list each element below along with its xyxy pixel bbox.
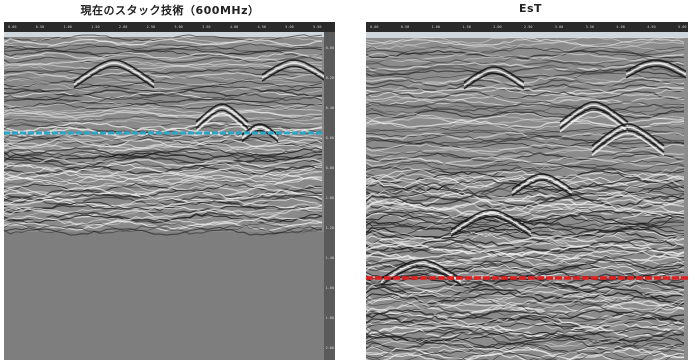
ruler-tick-label: 5.00 — [678, 25, 687, 29]
hyperbola-reflection — [261, 59, 324, 82]
right-panel-title: EsT — [518, 2, 543, 15]
ruler-tick-label: 3.00 — [174, 25, 183, 29]
hyperbola-reflection — [511, 173, 573, 197]
ruler-tick-label: 0.50 — [35, 25, 45, 29]
depth-tick-label: 1.40 — [325, 256, 334, 260]
hyperbola-reflection — [195, 103, 249, 133]
depth-scale: 0.00 0.20 0.40 0.60 0.80 1.00 1.20 1.40 1.60 1.80… — [324, 32, 335, 360]
depth-tick-label: 0.00 — [325, 46, 334, 50]
depth-tick-label: 0.20 — [325, 76, 334, 80]
hyperbola-reflection — [73, 59, 155, 89]
hyperbola-reflection — [591, 123, 665, 156]
ruler-tick-label: 1.50 — [462, 25, 471, 29]
ruler-tick-label: 4.50 — [647, 25, 656, 29]
depth-tick-label: 1.80 — [325, 316, 334, 320]
depth-tick-label: 2.00 — [325, 346, 334, 350]
left-panel-title: 現在のスタック技術（600MHz） — [80, 4, 260, 17]
radargram-left: 0.00 0.50 1.00 1.50 2.00 2.50 3.00 3.50 4.00 4.50… — [4, 22, 335, 360]
ruler-tick-label: 0.50 — [400, 25, 410, 29]
ruler-tick-label: 1.00 — [63, 25, 72, 29]
faded-region — [4, 232, 324, 360]
ruler-tick-label: 0.00 — [8, 25, 17, 29]
noise-texture — [366, 165, 685, 360]
ruler-tick-label: 2.00 — [118, 25, 128, 29]
radargram-image — [4, 32, 324, 360]
ruler-tick-label: 2.00 — [493, 25, 502, 29]
ruler-tick-label: 4.50 — [257, 25, 266, 29]
depth-tick-label: 0.60 — [325, 136, 334, 140]
ruler-tick-label: 2.50 — [146, 25, 156, 29]
ruler-tick-label: 2.50 — [524, 25, 533, 29]
radargram-image — [366, 32, 688, 360]
ruler-tick-label: 1.50 — [91, 25, 100, 29]
ruler-tick-label: 5.00 — [285, 25, 294, 29]
surface-reflection — [4, 32, 324, 37]
hyperbola-reflection — [450, 209, 532, 238]
hyperbola-reflection — [625, 59, 687, 79]
ruler-tick-label: 3.50 — [585, 25, 595, 29]
ruler-tick-label: 4.00 — [229, 25, 239, 29]
surface-reflection — [366, 32, 688, 38]
ruler-tick-label: 3.50 — [202, 25, 211, 29]
hyperbola-reflection — [463, 66, 525, 90]
depth-tick-label: 0.40 — [325, 106, 334, 110]
ruler-tick-label: 5.50 — [313, 25, 322, 29]
depth-tick-label: 0.80 — [325, 166, 334, 170]
distance-ruler: 0.00 0.50 1.00 1.50 2.00 2.50 3.00 3.50 4.00 4.50… — [366, 22, 688, 32]
ruler-tick-label: 1.00 — [431, 25, 441, 29]
distance-ruler: 0.00 0.50 1.00 1.50 2.00 2.50 3.00 3.50 4.00 4.50… — [4, 22, 335, 32]
ruler-tick-label: 0.00 — [370, 25, 379, 29]
radargram-right: 0.00 0.50 1.00 1.50 2.00 2.50 3.00 3.50 4.00 4.50… — [366, 22, 688, 360]
depth-tick-label: 1.20 — [325, 226, 334, 230]
ruler-tick-label: 4.00 — [616, 25, 625, 29]
depth-tick-label: 1.00 — [325, 196, 334, 200]
depth-tick-label: 1.60 — [325, 286, 334, 290]
hyperbola-reflection — [559, 101, 629, 133]
ruler-tick-label: 3.00 — [554, 25, 564, 29]
noise-texture — [366, 36, 685, 174]
